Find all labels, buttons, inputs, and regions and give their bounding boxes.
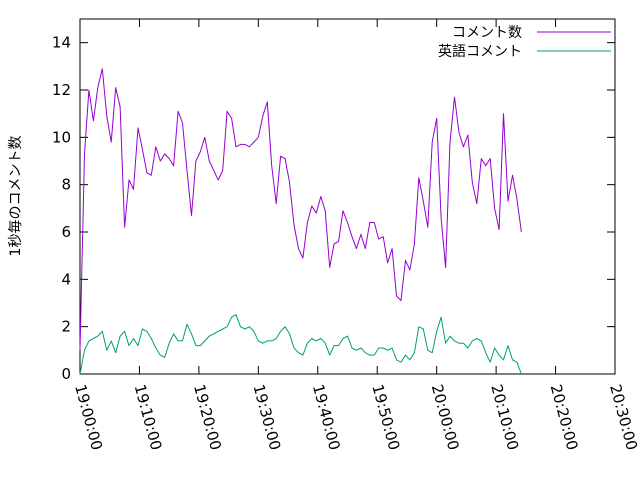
y-tick-label: 6 bbox=[61, 223, 71, 241]
x-tick-label: 20:10:00 bbox=[487, 382, 522, 452]
series-line-comments bbox=[79, 68, 522, 351]
x-tick-label: 20:30:00 bbox=[606, 382, 640, 452]
y-tick-label: 4 bbox=[61, 270, 71, 288]
legend: コメント数 英語コメント bbox=[438, 25, 611, 60]
series-lines bbox=[79, 68, 522, 375]
plot-area-frame bbox=[79, 18, 616, 375]
legend-label-comments: コメント数 bbox=[452, 25, 522, 41]
x-tick-label: 19:30:00 bbox=[249, 382, 284, 452]
series-line-english-comments bbox=[79, 314, 522, 375]
x-tick-label: 19:40:00 bbox=[309, 382, 344, 452]
x-tick-label: 19:10:00 bbox=[131, 382, 166, 452]
y-axis-title: 1秒毎のコメント数 bbox=[8, 136, 24, 257]
y-tick-label: 14 bbox=[52, 34, 71, 52]
x-axis: 19:00:00 19:10:00 19:20:00 19:30:00 19:40:00… bbox=[71, 19, 640, 452]
x-tick-label: 19:00:00 bbox=[71, 382, 106, 452]
y-tick-label: 2 bbox=[61, 318, 71, 336]
x-tick-label: 19:50:00 bbox=[368, 382, 403, 452]
y-axis: 0 2 4 6 8 10 12 14 bbox=[52, 34, 615, 383]
y-tick-label: 0 bbox=[61, 365, 71, 383]
legend-label-english-comments: 英語コメント bbox=[438, 43, 522, 60]
y-tick-label: 10 bbox=[52, 128, 71, 146]
y-tick-label: 8 bbox=[61, 176, 71, 194]
x-tick-label: 20:20:00 bbox=[547, 382, 582, 452]
x-tick-label: 20:00:00 bbox=[428, 382, 463, 452]
x-tick-label: 19:20:00 bbox=[190, 382, 225, 452]
y-tick-label: 12 bbox=[52, 81, 71, 99]
